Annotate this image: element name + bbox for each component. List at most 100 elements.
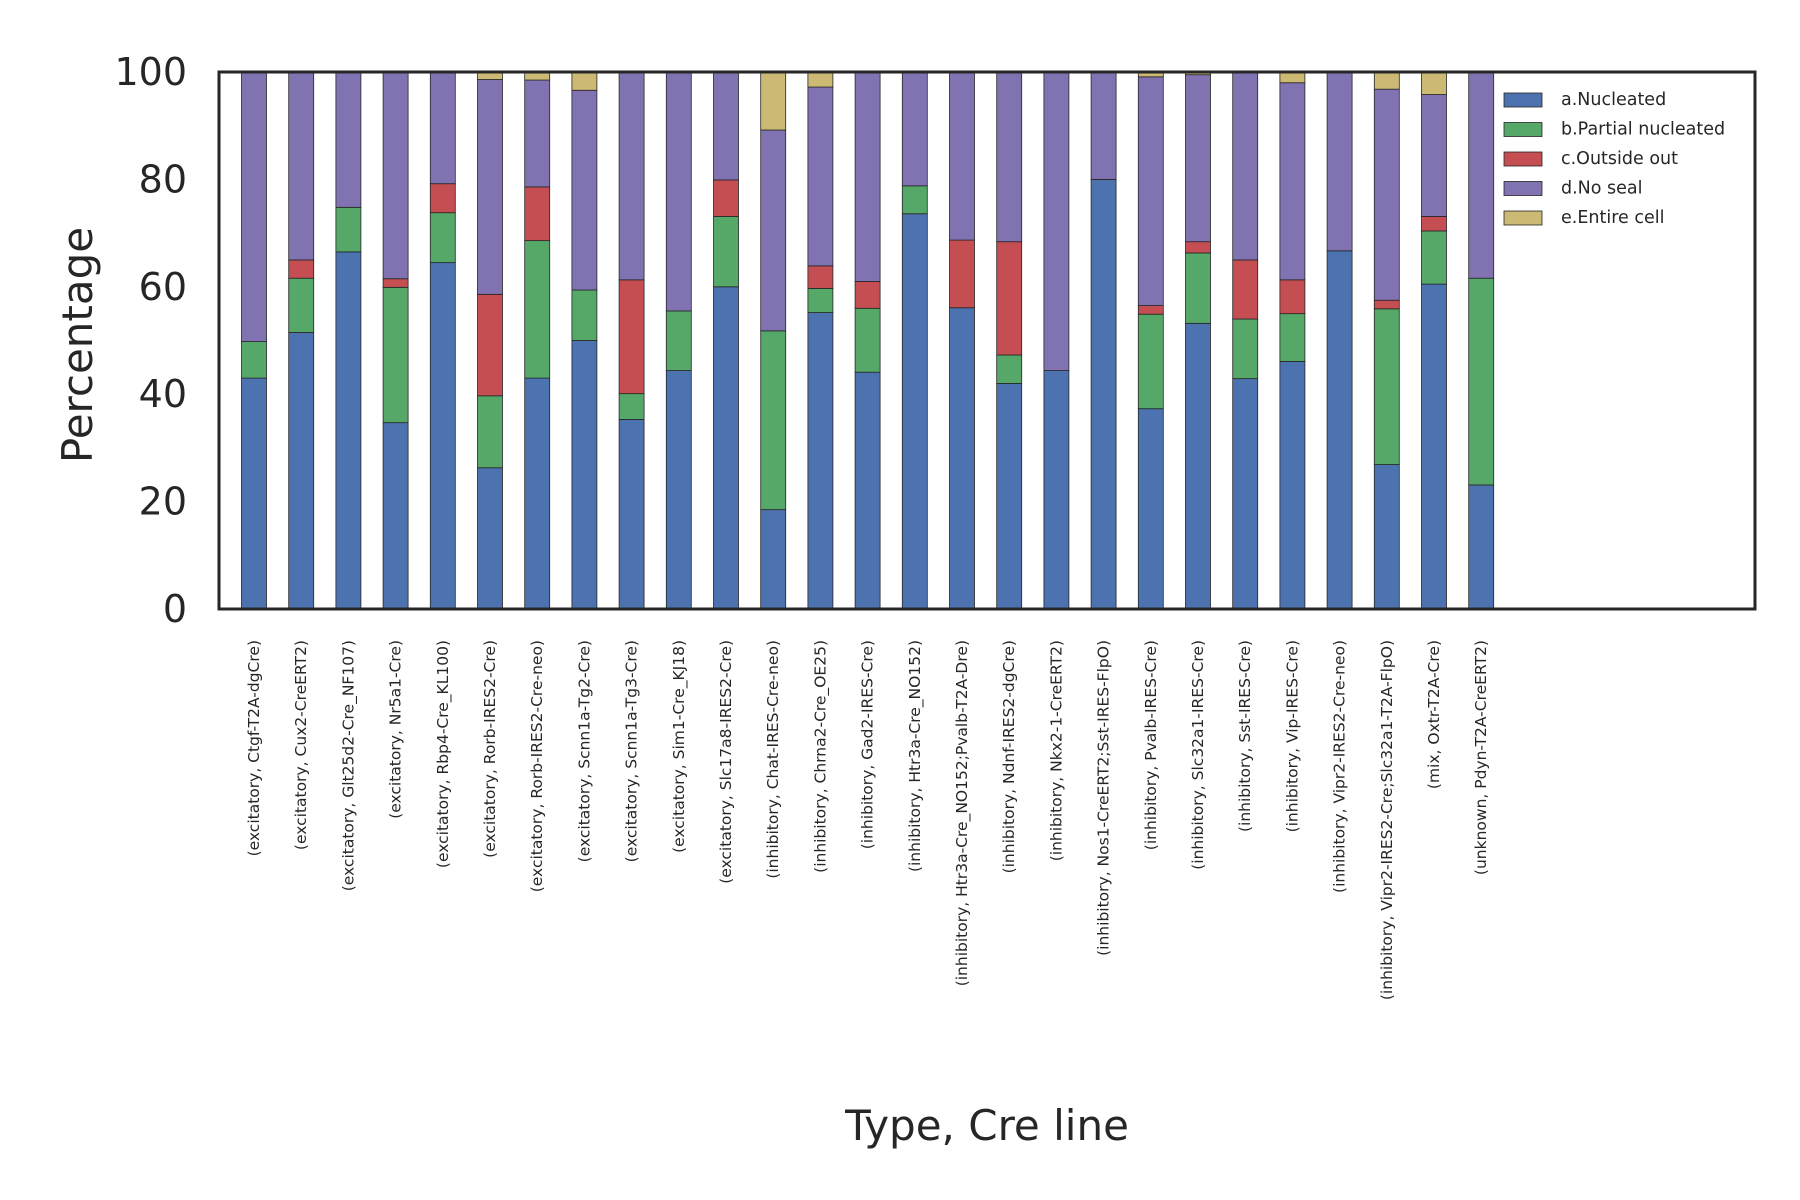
bar-segment-3-20 [1185,74,1211,243]
bar-segment-0-1 [288,332,315,610]
bar-segment-1-5 [477,395,503,469]
bar-segment-3-23 [1326,71,1353,252]
legend-label: b.Partial nucleated [1561,120,1725,140]
bar-segment-3-17 [1043,71,1070,371]
bar-segment-2-10 [713,179,739,217]
bar-segment-2-20 [1185,241,1211,254]
x-tick-label: (inhibitory, Sst-IRES-Cre) [1236,640,1254,832]
bar-segment-3-25 [1421,94,1447,217]
bar-segment-0-10 [713,286,739,610]
x-tick-label: (inhibitory, Vip-IRES-Cre) [1283,640,1301,832]
bar-segment-3-15 [949,71,975,241]
y-tick-label: 80 [139,157,187,201]
y-tick-label: 40 [139,372,187,416]
bar-segment-3-2 [335,71,362,208]
bar-segment-3-6 [524,79,551,188]
bar-segment-0-23 [1326,250,1353,610]
y-tick-label: 20 [139,480,187,524]
bar-segment-1-4 [429,212,456,264]
bar-segment-0-22 [1279,361,1306,610]
bar-segment-0-0 [241,377,267,610]
bar-segment-3-13 [854,71,881,282]
bar-segment-3-22 [1279,82,1306,281]
bar-segment-3-21 [1232,71,1259,261]
bar-segment-4-24 [1373,71,1400,90]
legend: a.Nucleated b.Partial nucleated c.Outside … [1503,90,1725,228]
legend-label: e.Entire cell [1561,208,1664,228]
bar-segment-1-7 [571,289,598,341]
legend-swatch [1503,181,1543,196]
bar-segment-2-13 [854,281,881,309]
bar-segment-0-2 [335,251,362,610]
bar-segment-1-13 [854,307,881,373]
y-tick-label: 0 [163,587,187,631]
plot-frame [217,70,1757,611]
x-axis-label: Type, Cre line [844,1101,1129,1150]
x-tick-label: (excitatory, Scnn1a-Tg3-Cre) [623,640,641,862]
x-tick-label: (mix, Oxtr-T2A-Cre) [1425,640,1443,789]
bar-segment-2-4 [429,183,456,214]
bar-segment-0-4 [429,262,456,610]
bar-segment-1-19 [1137,313,1164,410]
bar-segment-0-25 [1421,283,1447,610]
legend-label: a.Nucleated [1561,90,1666,110]
x-tick-label: (excitatory, Scnn1a-Tg2-Cre) [575,640,593,862]
bar-segment-3-7 [571,89,598,291]
bar-segment-4-11 [760,71,787,131]
bar-segment-1-6 [524,240,551,379]
bar-segment-2-5 [477,293,503,397]
bar-segment-0-9 [665,370,692,610]
x-tick-label: (excitatory, Ctgf-T2A-dgCre) [245,640,263,856]
x-tick-label: (excitatory, Rorb-IRES2-Cre) [481,640,499,858]
x-tick-label: (excitatory, Slc17a8-IRES2-Cre) [717,640,735,884]
bar-segment-0-17 [1043,370,1070,610]
x-tick-label: (inhibitory, Ndnf-IRES2-dgCre) [1000,640,1018,873]
y-axis-label: Percentage [53,227,102,463]
bars-layer [241,71,1495,610]
bar-segment-3-18 [1090,71,1117,180]
x-tick-label: (inhibitory, Nkx2-1-CreERT2) [1047,640,1065,861]
x-tick-label: (excitatory, Sim1-Cre_KJ18) [670,640,689,853]
x-tick-label: (inhibitory, Htr3a-Cre_NO152) [906,640,925,872]
bar-segment-2-8 [618,279,645,395]
bar-segment-0-16 [996,383,1023,610]
x-axis-tick-labels: (excitatory, Ctgf-T2A-dgCre) (excitatory,… [245,640,1490,1000]
bar-segment-0-20 [1185,322,1211,610]
bar-segment-2-25 [1421,216,1447,232]
bar-segment-2-21 [1232,259,1259,320]
bar-segment-3-8 [618,71,645,281]
bar-segment-1-1 [288,277,315,333]
x-tick-label: (inhibitory, Gad2-IRES-Cre) [859,640,877,849]
bar-segment-0-11 [760,509,787,610]
x-tick-label: (inhibitory, Vipr2-IRES2-Cre;Slc32a1-T2A… [1378,640,1396,1000]
bar-segment-0-19 [1137,408,1164,610]
bar-segment-4-7 [571,71,598,91]
x-tick-label: (excitatory, Rbp4-Cre_KL100) [434,640,453,868]
bar-segment-1-20 [1185,252,1211,324]
x-tick-label: (inhibitory, Chat-IRES-Cre-neo) [764,640,782,879]
legend-label: d.No seal [1561,179,1643,199]
bar-segment-0-18 [1090,178,1117,610]
bar-segment-1-10 [713,216,739,288]
bar-segment-0-15 [949,307,975,610]
bar-segment-1-21 [1232,318,1259,380]
bar-segment-2-6 [524,186,551,242]
bar-segment-2-1 [288,259,315,279]
bar-segment-3-1 [288,71,315,261]
x-tick-label: (excitatory, Nr5a1-Cre) [387,640,405,819]
bar-segment-0-6 [524,377,551,610]
bar-segment-2-12 [807,265,834,289]
bar-segment-1-24 [1373,308,1400,465]
bar-segment-3-3 [382,71,409,280]
bar-segment-1-8 [618,393,645,420]
bar-segment-4-25 [1421,71,1447,95]
legend-swatch [1503,210,1543,226]
legend-label: c.Outside out [1561,149,1678,169]
bar-segment-4-22 [1279,71,1306,84]
bar-segment-3-12 [807,86,834,267]
x-tick-label: (inhibitory, Htr3a-Cre_NO152;Pvalb-T2A-D… [953,640,972,986]
bar-segment-4-12 [807,71,834,88]
x-tick-label: (unknown, Pdyn-T2A-CreERT2) [1472,640,1490,875]
